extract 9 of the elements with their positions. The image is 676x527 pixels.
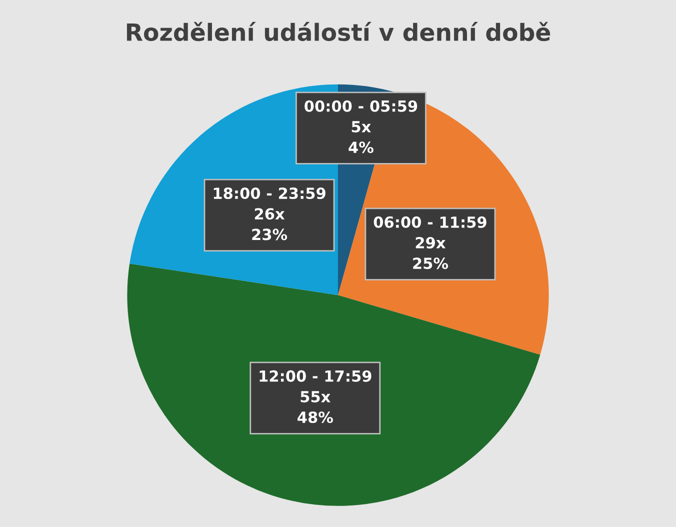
data-label: 29x 25% [413,236,448,270]
data-label: 5x 4% [348,121,374,154]
slice-label: 00:00 - 05:59 [304,100,418,112]
data-label: 55x 48% [298,391,333,424]
data-label: 26x 23% [252,208,288,240]
slice-label: 06:00 - 11:59 [374,216,486,228]
chart-title: Rozdělení událostí v denní době [126,22,550,42]
slice-label: 18:00 - 23:59 [214,187,326,200]
slice-label: 12:00 - 17:59 [260,370,372,382]
